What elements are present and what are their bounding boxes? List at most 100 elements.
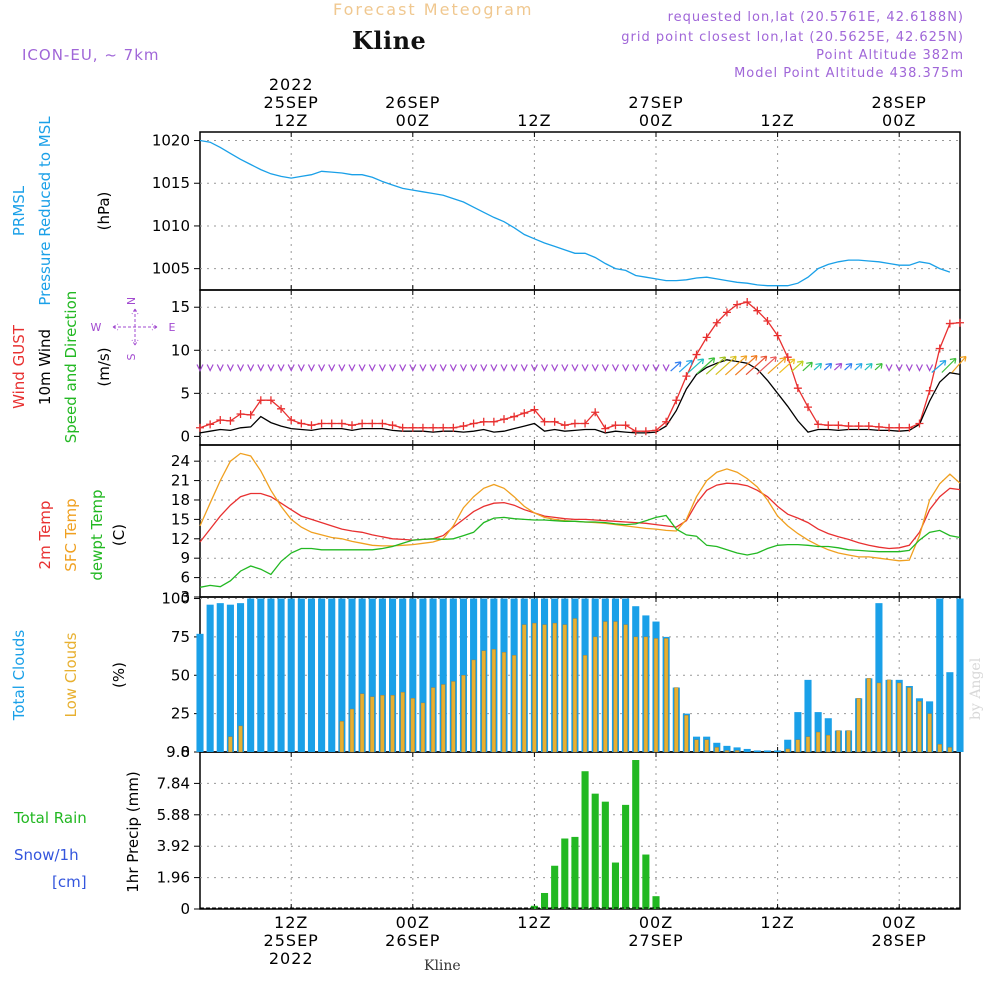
total-clouds-bar xyxy=(936,598,944,752)
gust-marker xyxy=(439,423,448,432)
top-time-label: 25SEP xyxy=(264,93,319,112)
gust-marker xyxy=(905,423,914,432)
precip-legend-label: Snow/1h xyxy=(14,846,79,864)
wind-arrow xyxy=(951,356,967,373)
wind-direction-marker xyxy=(895,364,903,372)
gust-marker xyxy=(611,421,620,430)
low-clouds-bar xyxy=(481,650,486,753)
low-clouds-bar xyxy=(815,731,821,753)
wind-arrow-head xyxy=(770,356,777,362)
wind-arrow-head xyxy=(779,357,787,363)
total-clouds-bar xyxy=(378,598,386,752)
gust-marker xyxy=(216,416,225,425)
gust-marker xyxy=(408,423,417,432)
y-axis-label: Wind GUST xyxy=(10,324,28,409)
wind-direction-marker xyxy=(348,364,356,372)
total-clouds-bar xyxy=(429,598,437,752)
y-tick-label: 10 xyxy=(171,341,190,359)
gust-marker xyxy=(378,419,387,428)
gust-marker xyxy=(479,417,488,426)
low-clouds-bar xyxy=(734,750,740,753)
wind-arrow-head xyxy=(750,355,758,361)
y-axis-label: Low Clouds xyxy=(62,632,80,717)
rain-bar xyxy=(571,836,579,909)
wind-direction-marker xyxy=(571,364,579,372)
location-footer: Kline xyxy=(424,958,461,974)
y-axis-label: Total Clouds xyxy=(10,630,28,722)
total-clouds-bar xyxy=(358,598,366,752)
low-clouds-bar xyxy=(653,638,659,753)
y-tick-label: 1.96 xyxy=(157,869,190,887)
gust-marker xyxy=(550,417,559,426)
gust-marker xyxy=(682,372,691,381)
gust-marker xyxy=(945,319,954,328)
low-clouds-bar xyxy=(714,747,719,753)
wind-arrow xyxy=(864,363,873,371)
low-clouds-bar xyxy=(501,652,507,753)
y-axis-label: Pressure Reduced to MSL xyxy=(36,116,54,306)
wind-arrow xyxy=(724,355,748,376)
gust-marker xyxy=(206,420,215,429)
wind-direction-marker xyxy=(399,364,407,372)
gust-marker xyxy=(834,421,843,430)
low-clouds-bar xyxy=(795,739,801,753)
series-line-wind-gust xyxy=(199,301,961,432)
wind-arrow-head xyxy=(949,357,957,364)
low-clouds-bar xyxy=(613,621,618,753)
point-altitude: Point Altitude 382m xyxy=(816,48,964,63)
wind-direction-marker xyxy=(905,364,913,372)
wind-arrow xyxy=(854,363,863,371)
low-clouds-bar xyxy=(836,730,841,753)
y-tick-label: 24 xyxy=(171,452,190,470)
wind-arrow-head xyxy=(806,361,813,368)
wind-direction-marker xyxy=(236,364,245,372)
y-tick-label: 18 xyxy=(171,491,190,509)
low-clouds-bar xyxy=(359,693,365,753)
low-clouds-bar xyxy=(370,696,375,753)
low-clouds-bar xyxy=(897,682,902,753)
rain-bar xyxy=(642,854,650,909)
total-clouds-bar xyxy=(267,598,275,752)
low-clouds-bar xyxy=(633,636,638,753)
y-axis-label: (hPa) xyxy=(95,192,113,231)
rain-bar xyxy=(591,793,599,909)
gust-marker xyxy=(793,384,802,393)
wind-direction-marker xyxy=(642,364,650,372)
wind-arrow xyxy=(941,358,957,373)
gust-marker xyxy=(864,422,873,431)
wind-direction-marker xyxy=(490,364,498,372)
compass-rose-icon xyxy=(112,308,158,346)
low-clouds-bar xyxy=(572,618,578,753)
wind-arrow xyxy=(678,359,693,373)
low-clouds-bar xyxy=(846,730,851,753)
low-clouds-bar xyxy=(623,624,628,753)
gust-marker xyxy=(530,405,539,414)
chart-title: Kline xyxy=(352,26,427,55)
wind-direction-marker xyxy=(510,364,518,372)
panel-frame-pressure xyxy=(199,131,961,291)
wind-direction-marker xyxy=(662,364,670,372)
gust-marker xyxy=(672,396,681,405)
gust-marker xyxy=(631,427,640,436)
low-clouds-bar xyxy=(562,624,567,753)
gust-marker xyxy=(895,423,904,432)
low-clouds-bar xyxy=(927,713,932,753)
wind-arrow-head xyxy=(674,361,682,368)
gust-marker xyxy=(763,317,772,325)
precip-legend-label: [cm] xyxy=(52,873,87,891)
gust-marker xyxy=(358,419,367,428)
wind-direction-marker xyxy=(551,364,559,372)
gust-marker xyxy=(510,412,519,421)
gust-marker xyxy=(459,422,468,431)
wind-direction-marker xyxy=(388,364,397,372)
low-clouds-bar xyxy=(390,695,395,753)
top-time-label: 2022 xyxy=(269,75,314,94)
wind-direction-marker xyxy=(470,364,478,372)
top-time-label: 12Z xyxy=(274,111,308,130)
total-clouds-bar xyxy=(784,739,792,752)
gust-marker xyxy=(570,419,579,428)
bottom-time-label: 26SEP xyxy=(385,931,440,950)
wind-arrow xyxy=(705,356,726,375)
top-time-label: 00Z xyxy=(396,111,430,130)
